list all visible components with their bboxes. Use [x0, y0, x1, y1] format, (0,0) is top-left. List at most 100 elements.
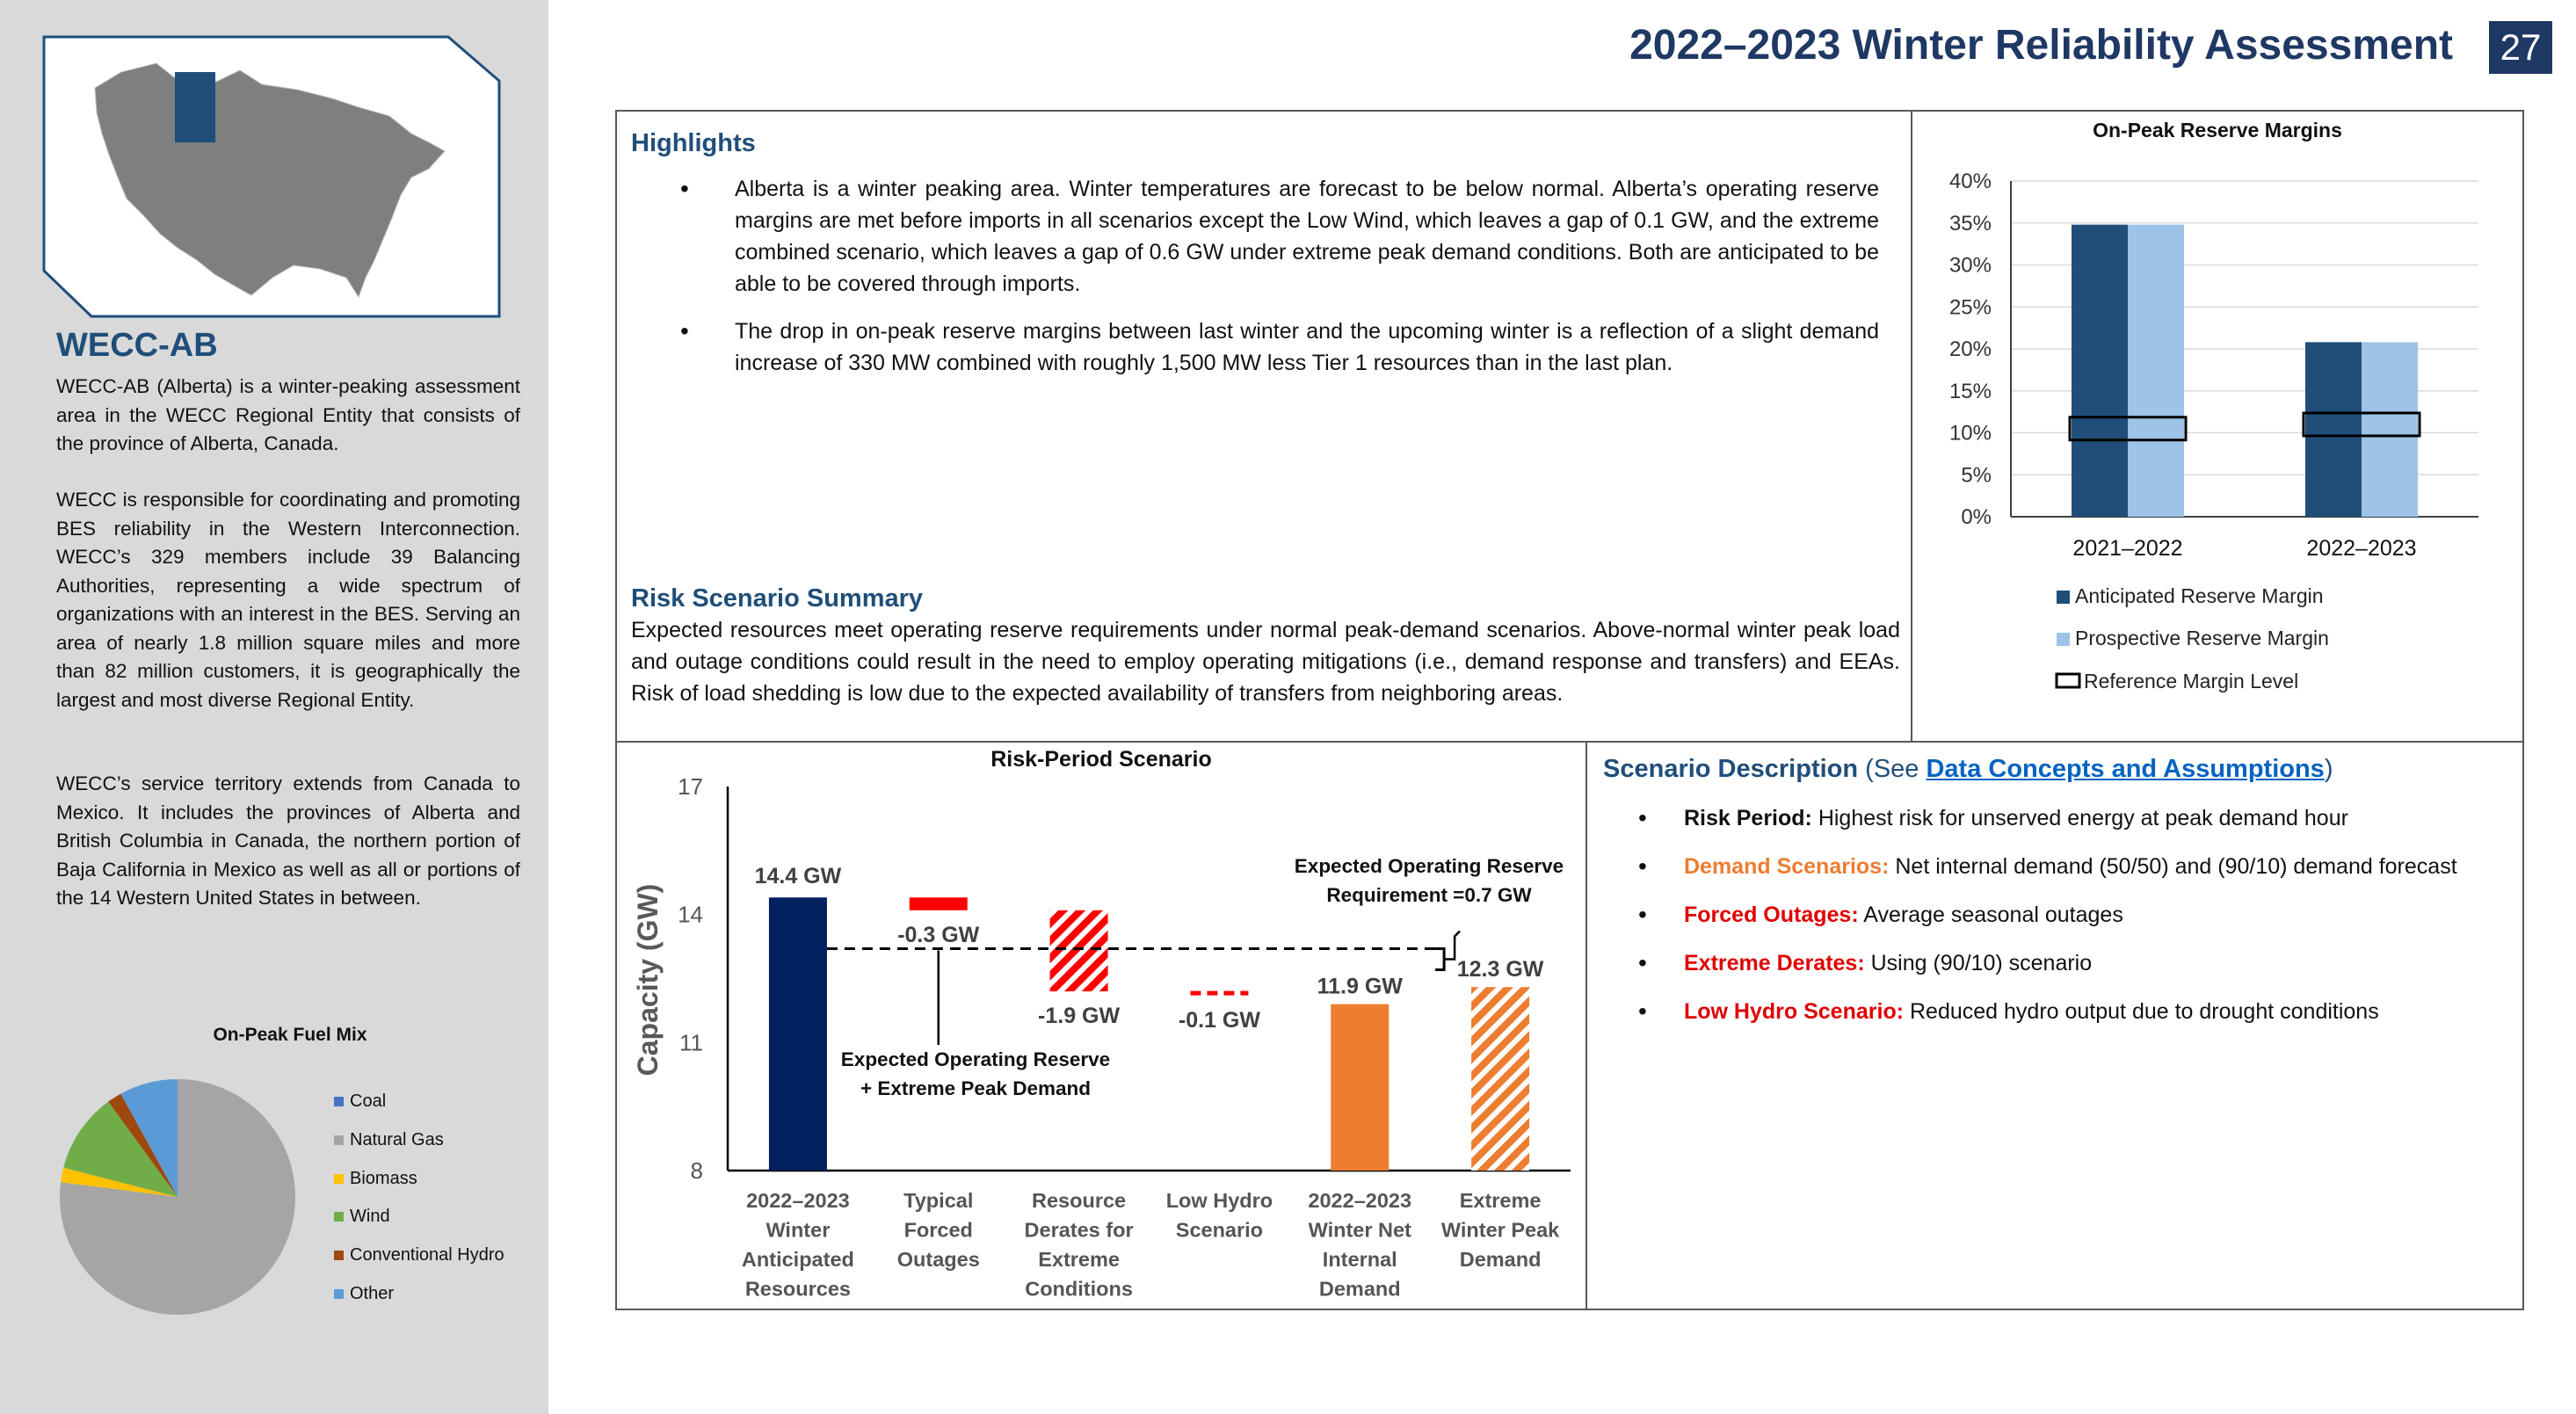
x-tick-label: Derates for	[1025, 1219, 1134, 1242]
legend-swatch	[334, 1212, 344, 1222]
fuel-mix-title: On-Peak Fuel Mix	[213, 1025, 367, 1045]
y-axis-title: Capacity (GW)	[632, 884, 664, 1077]
bar-prospective	[2362, 342, 2418, 517]
legend-label: Conventional Hydro	[350, 1245, 504, 1265]
x-tick-label: Internal	[1323, 1248, 1397, 1271]
scenario-heading-line: Scenario Description (See Data Concepts …	[1603, 755, 2333, 784]
y-tick-label: 25%	[1949, 295, 1992, 319]
y-tick-label: 14	[678, 902, 703, 928]
y-tick-label: 8	[691, 1157, 703, 1184]
page-title: 2022–2023 Winter Reliability Assessment	[1629, 22, 2453, 69]
highlights-list: Alberta is a winter peaking area. Winter…	[649, 173, 1879, 395]
bar-prospective	[2128, 224, 2184, 517]
x-tick-label: Winter Peak	[1441, 1219, 1560, 1242]
scenario-item: Forced Outages: Average seasonal outages	[1638, 899, 2473, 931]
x-tick-label: Demand	[1319, 1278, 1401, 1301]
legend-swatch	[334, 1173, 344, 1184]
bar-anticipated	[2305, 342, 2362, 517]
x-tick-label: 2022–2023	[1308, 1189, 1411, 1212]
reference-margin-marker	[2302, 411, 2421, 438]
y-tick-label: 5%	[1961, 463, 1992, 487]
y-tick-label: 20%	[1949, 337, 1992, 361]
annotation-reserve-demand: Expected Operating Reserve	[841, 1048, 1110, 1070]
x-tick-label: Outages	[897, 1248, 980, 1271]
chart-title: On-Peak Reserve Margins	[2093, 119, 2342, 141]
pie-slice-conventional-hydro	[108, 1093, 178, 1197]
legend-label: Anticipated Reserve Margin	[2075, 584, 2324, 607]
x-tick-label: Winter	[766, 1219, 830, 1242]
annotation-requirement: Requirement =0.7 GW	[1326, 884, 1532, 906]
legend-swatch	[334, 1097, 344, 1107]
highlight-item: The drop in on-peak reserve margins betw…	[649, 315, 1879, 379]
x-tick-label: Typical	[903, 1189, 973, 1212]
legend-swatch	[334, 1135, 344, 1146]
chart-title: Risk-Period Scenario	[990, 747, 1211, 772]
y-tick-label: 0%	[1961, 505, 1992, 529]
scenario-item-text: Highest risk for unserved energy at peak…	[1811, 806, 2348, 830]
x-tick-label: Resource	[1032, 1189, 1126, 1212]
legend-swatch	[334, 1288, 344, 1299]
y-tick-label: 40%	[1949, 170, 1992, 193]
scenario-description-panel: Scenario Description (See Data Concepts …	[1586, 741, 2524, 1310]
legend-swatch	[2057, 591, 2070, 604]
y-tick-label: 17	[678, 773, 703, 800]
fuel-legend-item: Biomass	[334, 1159, 504, 1198]
scenario-item-label: Demand Scenarios:	[1684, 854, 1890, 879]
see-close: )	[2324, 755, 2333, 783]
scenario-item-text: Reduced hydro output due to drought cond…	[1904, 999, 2379, 1024]
x-tick-label: Forced	[904, 1219, 973, 1242]
assessment-area-map	[42, 35, 501, 318]
annotation-requirement: Expected Operating Reserve	[1295, 855, 1564, 877]
pie-slice-biomass	[61, 1167, 178, 1197]
bar-anticipated	[2072, 224, 2128, 517]
scenario-item-text: Using (90/10) scenario	[1864, 951, 2093, 975]
data-label: 12.3 GW	[1457, 957, 1544, 982]
x-tick-label: 2021–2022	[2072, 536, 2182, 561]
legend-label: Biomass	[350, 1168, 417, 1188]
fuel-legend-item: Conventional Hydro	[334, 1236, 504, 1275]
scenario-item-label: Low Hydro Scenario:	[1684, 999, 1905, 1024]
y-tick-label: 30%	[1949, 254, 1992, 278]
sidebar-paragraph-3: WECC’s service territory extends from Ca…	[56, 772, 520, 909]
legend-swatch	[334, 1251, 344, 1261]
x-tick-label: Resources	[745, 1278, 851, 1301]
requirement-leader	[1444, 930, 1461, 961]
legend-label: Natural Gas	[350, 1130, 444, 1150]
legend-label: Prospective Reserve Margin	[2075, 627, 2329, 649]
fuel-legend-item: Other	[334, 1274, 504, 1313]
x-tick-label: 2022–2023	[746, 1189, 850, 1212]
x-tick-label: Extreme	[1038, 1248, 1120, 1271]
legend-label: Reference Margin Level	[2084, 670, 2298, 692]
highlights-panel: Highlights Alberta is a winter peaking a…	[615, 110, 1912, 743]
risk-summary-heading: Risk Scenario Summary	[631, 584, 924, 613]
risk-period-chart: Risk-Period Scenario 17 14 11 8 Capacity (GW)…	[632, 747, 1571, 1301]
page-number: 27	[2489, 21, 2552, 74]
y-tick-label: 10%	[1949, 422, 1992, 446]
waterfall-bar	[909, 897, 968, 910]
fuel-mix-legend: Coal Natural Gas Biomass Wind Conventional H…	[334, 1083, 504, 1313]
pie-slice-other	[120, 1079, 178, 1197]
y-tick-label: 15%	[1949, 380, 1992, 403]
fuel-legend-item: Natural Gas	[334, 1121, 504, 1160]
x-tick-label: Low Hydro	[1166, 1189, 1273, 1212]
fuel-mix-pie-chart	[60, 1079, 295, 1315]
fuel-legend-item: Wind	[334, 1198, 504, 1236]
requirement-bracket	[1435, 947, 1446, 972]
sidebar: WECC-AB WECC-AB (Alberta) is a winter-pe…	[0, 0, 548, 1414]
x-tick-label: Anticipated	[742, 1248, 854, 1271]
reference-margin-marker	[2068, 416, 2188, 442]
data-concepts-link[interactable]: Data Concepts and Assumptions	[1926, 755, 2325, 783]
y-tick-label: 11	[679, 1029, 703, 1055]
alberta-highlight	[175, 72, 215, 142]
data-label: -0.1 GW	[1179, 1008, 1260, 1033]
x-tick-label: Demand	[1460, 1248, 1542, 1271]
pie-slice-wind	[63, 1101, 178, 1197]
x-tick-label: Extreme	[1460, 1189, 1542, 1212]
risk-summary-text: Expected resources meet operating reserv…	[631, 618, 1900, 706]
scenario-item-label: Extreme Derates:	[1684, 951, 1865, 975]
sidebar-paragraph-1: WECC-AB (Alberta) is a winter-peaking as…	[56, 375, 520, 454]
area-title: WECC-AB	[56, 327, 218, 364]
highlights-heading: Highlights	[631, 129, 756, 157]
waterfall-bar	[1471, 987, 1530, 1171]
x-tick-label: Winter Net	[1309, 1219, 1411, 1242]
